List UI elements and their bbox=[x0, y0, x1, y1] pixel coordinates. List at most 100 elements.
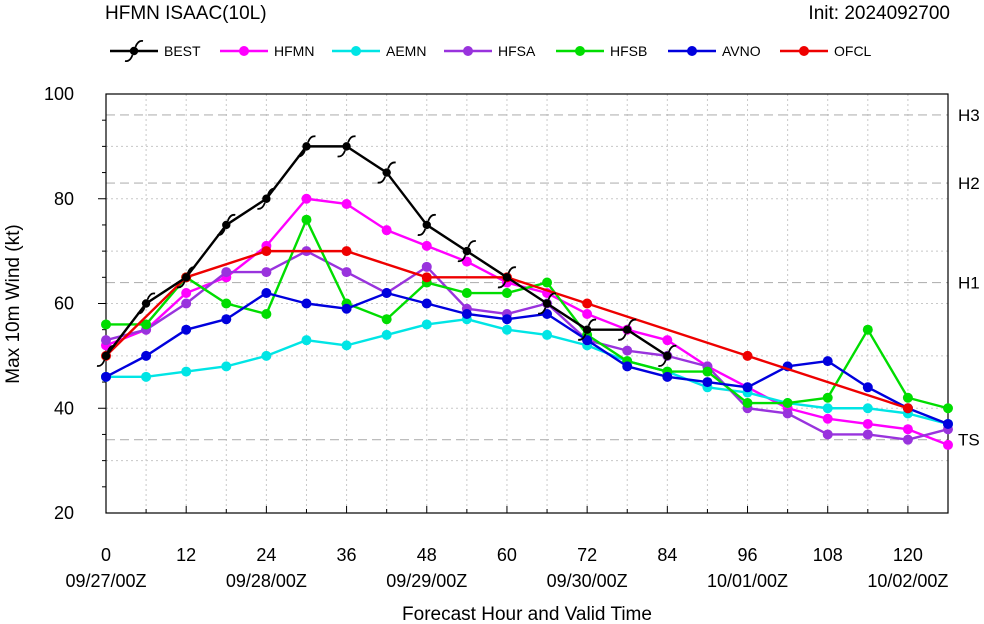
point-hfsb-126 bbox=[943, 403, 953, 414]
legend-marker-hfsa bbox=[463, 46, 473, 56]
point-hfsa-48 bbox=[421, 261, 432, 272]
y-tick-label-40: 40 bbox=[54, 398, 74, 418]
point-best-36 bbox=[337, 135, 356, 158]
point-best-84-arm-lower bbox=[658, 359, 667, 367]
point-hfsb-102 bbox=[782, 398, 793, 409]
threshold-lines: TS H1 H2 H3 bbox=[106, 106, 980, 450]
point-best-84-eye bbox=[663, 351, 672, 361]
point-best-0-eye bbox=[101, 351, 111, 361]
legend-label-hfsa: HFSA bbox=[498, 43, 536, 59]
point-ofcl-24 bbox=[261, 246, 272, 257]
legend-label-best: BEST bbox=[164, 43, 201, 59]
point-avno-18 bbox=[221, 314, 232, 325]
point-avno-126 bbox=[943, 418, 953, 429]
point-aemn-108 bbox=[822, 403, 833, 414]
point-aemn-66 bbox=[542, 329, 553, 340]
point-best-54-arm-upper bbox=[467, 240, 477, 248]
point-ofcl-36 bbox=[341, 246, 352, 257]
point-avno-42 bbox=[381, 288, 392, 299]
x-date-label-09-30-00z: 09/30/00Z bbox=[547, 571, 628, 591]
point-hfmn-72 bbox=[582, 308, 593, 319]
series-best bbox=[96, 135, 677, 367]
y-tick-label-20: 20 bbox=[54, 503, 74, 523]
point-best-84-arm-upper bbox=[667, 344, 677, 353]
point-hfmn-48 bbox=[421, 240, 432, 251]
threshold-label-ts: TS bbox=[958, 431, 980, 450]
series-line-avno bbox=[105, 291, 949, 426]
series-line-aemn bbox=[106, 318, 949, 426]
point-best-60-arm-upper bbox=[507, 266, 517, 274]
x-tick-label-72: 72 bbox=[577, 545, 597, 565]
point-hfmn-126 bbox=[943, 439, 953, 450]
point-avno-54 bbox=[461, 308, 472, 319]
legend-label-aemn: AEMN bbox=[386, 43, 426, 59]
point-hfsb-0 bbox=[101, 319, 111, 330]
y-tick-label-60: 60 bbox=[54, 294, 74, 314]
point-best-36-arm-upper bbox=[347, 135, 356, 143]
point-best-12-eye bbox=[181, 273, 191, 282]
point-best-18-arm-upper bbox=[226, 213, 236, 222]
x-date-label-09-29-00z: 09/29/00Z bbox=[386, 571, 467, 591]
point-avno-84 bbox=[662, 371, 673, 382]
series-line-hfsb bbox=[106, 218, 949, 410]
point-best-84 bbox=[658, 344, 677, 367]
point-best-42-arm-lower bbox=[377, 176, 387, 184]
x-tick-label-24: 24 bbox=[256, 545, 276, 565]
point-avno-24 bbox=[261, 288, 272, 299]
x-tick-label-108: 108 bbox=[813, 545, 843, 565]
y-tick-label-80: 80 bbox=[54, 189, 74, 209]
legend-label-hfsb: HFSB bbox=[610, 43, 647, 59]
point-best-78-arm-upper bbox=[627, 318, 637, 327]
series-hfsb bbox=[101, 214, 953, 414]
point-best-78-arm-lower bbox=[618, 333, 627, 341]
series-line-hfsa bbox=[105, 249, 949, 441]
point-hfmn-84 bbox=[662, 335, 673, 346]
legend-marker-aemn bbox=[351, 46, 361, 56]
point-hfsa-120 bbox=[902, 434, 913, 445]
point-best-18 bbox=[217, 213, 236, 236]
x-axis-title: Forecast Hour and Valid Time bbox=[402, 604, 652, 624]
point-hfsa-36 bbox=[341, 267, 352, 278]
point-hfsb-60 bbox=[501, 288, 512, 299]
point-best-24 bbox=[257, 187, 276, 210]
threshold-label-h1: H1 bbox=[958, 274, 980, 293]
point-best-60-eye bbox=[502, 273, 512, 282]
point-avno-0 bbox=[101, 371, 111, 382]
legend-item-avno: AVNO bbox=[668, 43, 761, 59]
point-best-30-eye bbox=[302, 142, 311, 151]
point-best-60 bbox=[497, 266, 517, 289]
point-aemn-30 bbox=[301, 335, 312, 346]
point-hfmn-36 bbox=[341, 198, 352, 209]
point-ofcl-48 bbox=[421, 272, 432, 283]
point-best-54-eye bbox=[462, 246, 472, 256]
point-best-66 bbox=[537, 292, 557, 315]
point-hfmn-42 bbox=[381, 225, 392, 236]
point-hfsa-24 bbox=[261, 267, 272, 278]
point-best-12 bbox=[177, 266, 196, 289]
point-best-30-arm-lower bbox=[297, 150, 306, 158]
point-best-72-arm-lower bbox=[577, 333, 587, 341]
point-best-42-arm-upper bbox=[387, 161, 396, 169]
point-best-42-eye bbox=[382, 168, 391, 177]
point-hfsb-24 bbox=[261, 308, 272, 319]
point-best-12-arm-lower bbox=[177, 280, 186, 289]
point-best-24-arm-upper bbox=[267, 187, 276, 196]
threshold-label-h2: H2 bbox=[958, 174, 980, 193]
point-best-78-eye bbox=[623, 325, 632, 334]
point-aemn-6 bbox=[141, 371, 152, 382]
point-ofcl-96 bbox=[742, 350, 753, 361]
point-best-66-arm-lower bbox=[537, 307, 547, 315]
point-aemn-48 bbox=[421, 319, 432, 330]
point-hfsb-108 bbox=[822, 392, 833, 403]
point-best-18-eye bbox=[222, 220, 231, 230]
legend-label-avno: AVNO bbox=[722, 43, 761, 59]
x-tick-label-36: 36 bbox=[337, 545, 357, 565]
x-date-label-09-28-00z: 09/28/00Z bbox=[226, 571, 307, 591]
init-label: Init: 2024092700 bbox=[808, 3, 950, 24]
legend-item-hfsb: HFSB bbox=[556, 43, 647, 59]
legend-marker-best-arm-lower bbox=[124, 54, 134, 63]
point-aemn-60 bbox=[501, 324, 512, 335]
series-aemn bbox=[101, 314, 953, 429]
legend-marker-avno bbox=[687, 46, 697, 56]
point-best-18-arm-lower bbox=[217, 228, 226, 236]
